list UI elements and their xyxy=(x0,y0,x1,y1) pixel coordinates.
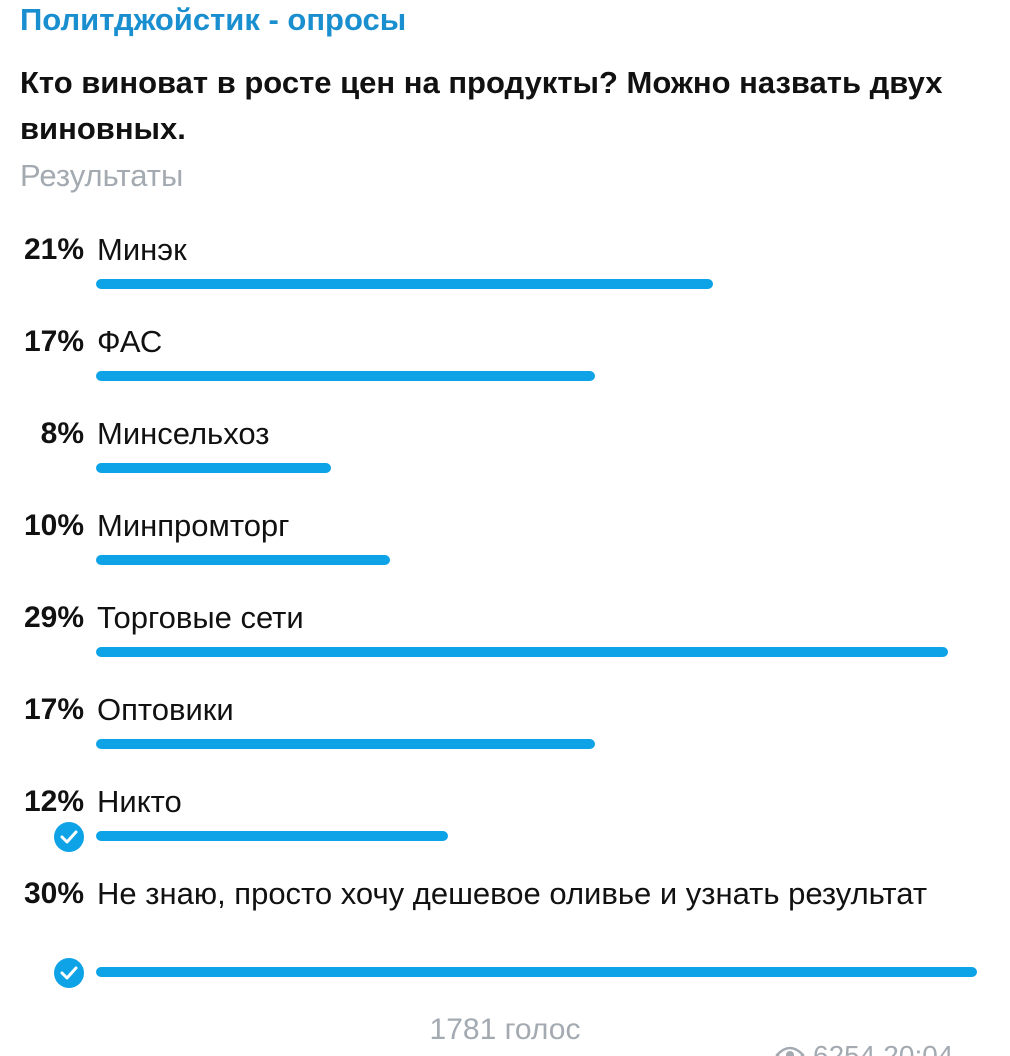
option-bar xyxy=(96,279,713,289)
option-percent: 17% xyxy=(23,325,84,358)
option-label: Минпромторг xyxy=(97,508,290,543)
message-time: 20:04 xyxy=(883,1040,954,1056)
message-meta: 6254 20:04 xyxy=(775,1040,953,1056)
option-bar xyxy=(96,555,390,565)
view-count: 6254 xyxy=(813,1040,876,1056)
option-percent: 29% xyxy=(23,601,84,634)
option-bar xyxy=(96,831,448,841)
option-label: Торговые сети xyxy=(97,600,304,635)
total-votes: 1781 голос xyxy=(429,1013,581,1046)
option-label: Минсельхоз xyxy=(97,416,270,451)
results-label: Результаты xyxy=(20,158,184,193)
eye-icon xyxy=(775,1040,805,1056)
option-percent: 12% xyxy=(23,785,84,818)
option-bar xyxy=(96,739,595,749)
option-label: ФАС xyxy=(97,324,163,359)
option-bar xyxy=(96,647,948,657)
voted-check-icon xyxy=(54,958,84,988)
option-bar xyxy=(96,967,977,977)
channel-title[interactable]: Политджойстик - опросы xyxy=(20,2,407,37)
option-percent: 21% xyxy=(23,233,84,266)
option-percent: 30% xyxy=(23,877,84,910)
option-bar xyxy=(96,463,331,473)
option-label: Оптовики xyxy=(97,692,234,727)
poll-question: Кто виноват в росте цен на продукты? Мож… xyxy=(20,65,943,146)
option-percent: 8% xyxy=(40,417,84,450)
option-percent: 10% xyxy=(23,509,84,542)
option-percent: 17% xyxy=(23,693,84,726)
option-label: Не знаю, просто хочу дешевое оливье и уз… xyxy=(97,876,928,911)
voted-check-icon xyxy=(54,822,84,852)
option-label: Минэк xyxy=(97,232,187,267)
option-label: Никто xyxy=(97,784,182,819)
option-bar xyxy=(96,371,595,381)
